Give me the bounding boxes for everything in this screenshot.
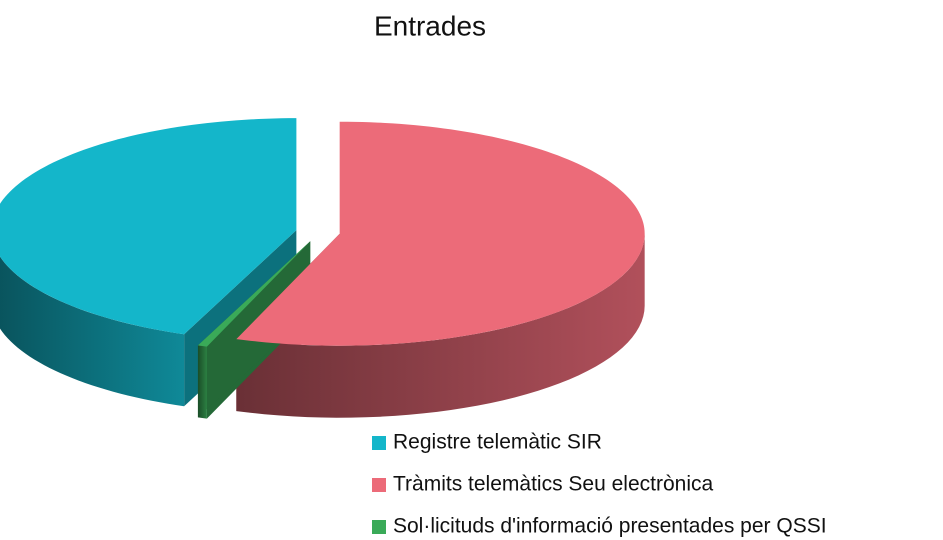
legend-swatch xyxy=(372,520,386,534)
pie-slice xyxy=(236,121,645,346)
legend-swatch xyxy=(372,478,386,492)
slice-side xyxy=(197,345,207,419)
legend-label: Sol·licituds d'informació presentades pe… xyxy=(393,515,827,538)
slice-side xyxy=(0,256,185,407)
legend-label: Tràmits telemàtics Seu electrònica xyxy=(393,473,713,496)
slice-side xyxy=(236,233,645,418)
pie-slice xyxy=(0,118,297,335)
legend-label: Registre telemàtic SIR xyxy=(393,431,602,454)
pie-slice xyxy=(197,241,311,347)
legend-swatch xyxy=(372,436,386,450)
pie-tops xyxy=(0,118,645,347)
chart-title: Entrades xyxy=(374,10,486,41)
